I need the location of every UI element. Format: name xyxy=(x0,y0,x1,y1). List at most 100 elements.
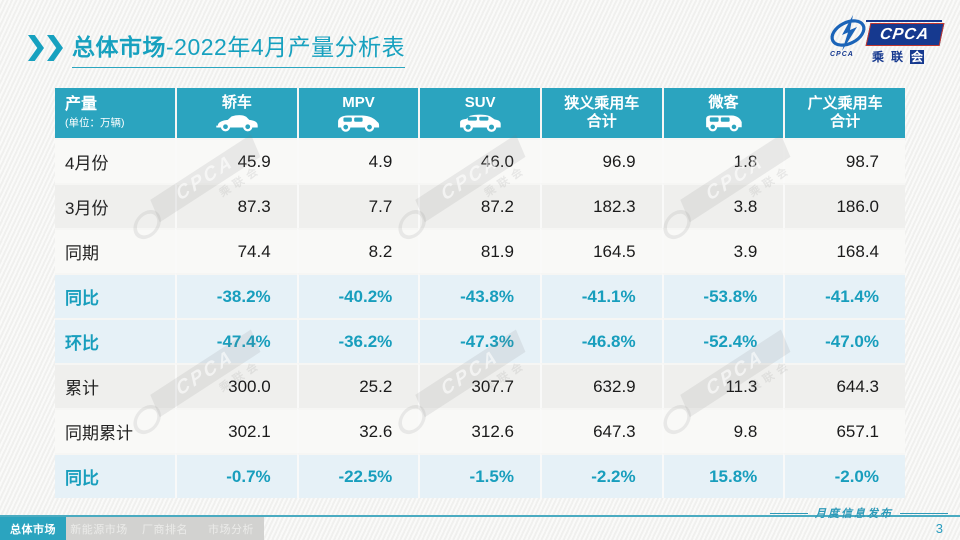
value-cell: 644.3 xyxy=(783,363,905,408)
row-label: 环比 xyxy=(55,318,175,363)
production-table: 产量 (单位：万辆) 轿车 MPV SUV 狭义乘用车 合计 微客 广义乘用车 合计 4月份 4… xyxy=(55,88,905,498)
value-cell: 32.6 xyxy=(296,408,419,453)
value-cell: 186.0 xyxy=(783,183,905,228)
tab-厂商排名[interactable]: 厂商排名 xyxy=(132,517,198,540)
mpv-icon xyxy=(299,113,419,132)
column-label: 狭义乘用车 xyxy=(564,95,640,112)
table-row: 3月份 87.3 7.7 87.2 182.3 3.8 186.0 xyxy=(55,183,905,228)
suv-icon xyxy=(420,113,540,132)
value-cell: 300.0 xyxy=(175,363,297,408)
table-row: 同比 -0.7% -22.5% -1.5% -2.2% 15.8% -2.0% xyxy=(55,453,905,498)
value-cell: 168.4 xyxy=(783,228,905,273)
table-measure-label: 产量 xyxy=(65,96,98,114)
column-label: SUV xyxy=(464,94,496,111)
column-label: MPV xyxy=(342,94,375,111)
value-cell: 8.2 xyxy=(296,228,419,273)
value-cell: -46.8% xyxy=(539,318,662,363)
value-cell: -2.0% xyxy=(783,453,905,498)
table-row: 累计 300.0 25.2 307.7 632.9 11.3 644.3 xyxy=(55,363,905,408)
value-cell: -2.2% xyxy=(539,453,662,498)
column-header-total-5: 广义乘用车 合计 xyxy=(783,88,905,138)
cpca-chinese-name: 乘联会 xyxy=(872,48,925,65)
value-cell: 302.1 xyxy=(175,408,297,453)
value-cell: 46.0 xyxy=(418,138,540,183)
column-header-suv: SUV xyxy=(418,88,540,138)
value-cell: -53.8% xyxy=(661,273,784,318)
value-cell: 3.9 xyxy=(661,228,784,273)
row-label: 同比 xyxy=(55,273,175,318)
footer-divider xyxy=(0,515,960,517)
cpca-emblem-caption: CPCA xyxy=(830,51,854,58)
page-title-bold: 总体市场 xyxy=(72,34,166,60)
value-cell: -36.2% xyxy=(296,318,419,363)
value-cell: 647.3 xyxy=(539,408,662,453)
value-cell: 96.9 xyxy=(539,138,662,183)
value-cell: 9.8 xyxy=(661,408,784,453)
value-cell: 312.6 xyxy=(418,408,540,453)
column-header-total-3: 狭义乘用车 合计 xyxy=(539,88,662,138)
row-label: 3月份 xyxy=(55,183,175,228)
table-row: 同比 -38.2% -40.2% -43.8% -41.1% -53.8% -41.4% xyxy=(55,273,905,318)
column-header-microvan: 微客 xyxy=(661,88,784,138)
cpca-chinese-pre: 乘联 xyxy=(872,50,911,64)
row-label: 同比 xyxy=(55,453,175,498)
column-label-line2: 合计 xyxy=(586,113,617,130)
value-cell: 74.4 xyxy=(175,228,297,273)
page-number: 3 xyxy=(935,521,943,536)
value-cell: 15.8% xyxy=(661,453,784,498)
value-cell: 98.7 xyxy=(783,138,905,183)
value-cell: 1.8 xyxy=(661,138,784,183)
column-header-mpv: MPV xyxy=(296,88,419,138)
cpca-chinese-last: 会 xyxy=(910,50,925,64)
value-cell: 657.1 xyxy=(783,408,905,453)
cpca-logo: CPCA CPCA 乘联会 xyxy=(828,11,945,65)
value-cell: -40.2% xyxy=(296,273,419,318)
cpca-swoosh-icon xyxy=(830,15,866,51)
value-cell: 81.9 xyxy=(418,228,540,273)
section-tabs: 总体市场 新能源市场 厂商排名 市场分析 xyxy=(0,517,264,540)
value-cell: -0.7% xyxy=(175,453,297,498)
column-header-sedan: 轿车 xyxy=(175,88,297,138)
value-cell: 632.9 xyxy=(539,363,662,408)
value-cell: -52.4% xyxy=(661,318,784,363)
logo-decor-line xyxy=(866,20,942,22)
value-cell: -22.5% xyxy=(296,453,419,498)
column-label: 微客 xyxy=(708,94,739,111)
row-label: 同期累计 xyxy=(55,408,175,453)
corner-header-cell: 产量 (单位：万辆) xyxy=(55,88,175,138)
value-cell: 182.3 xyxy=(539,183,662,228)
value-cell: 4.9 xyxy=(296,138,419,183)
page-title: 总体市场-2022年4月产量分析表 xyxy=(72,28,406,68)
value-cell: -47.0% xyxy=(783,318,905,363)
table-row: 同期累计 302.1 32.6 312.6 647.3 9.8 657.1 xyxy=(55,408,905,453)
value-cell: 307.7 xyxy=(418,363,540,408)
cpca-wordmark: CPCA xyxy=(865,23,945,46)
column-label: 广义乘用车 xyxy=(807,95,883,112)
value-cell: 3.8 xyxy=(661,183,784,228)
value-cell: -47.3% xyxy=(418,318,540,363)
column-label: 轿车 xyxy=(221,94,252,111)
value-cell: 45.9 xyxy=(175,138,297,183)
tab-总体市场[interactable]: 总体市场 xyxy=(0,517,66,540)
value-cell: 87.2 xyxy=(418,183,540,228)
value-cell: 164.5 xyxy=(539,228,662,273)
double-chevron-icon xyxy=(28,35,63,61)
row-label: 4月份 xyxy=(55,138,175,183)
publish-label: 月度信息发布 xyxy=(770,505,948,521)
table-unit-label: (单位：万辆) xyxy=(65,116,125,129)
value-cell: -47.4% xyxy=(175,318,297,363)
table-row: 4月份 45.9 4.9 46.0 96.9 1.8 98.7 xyxy=(55,138,905,183)
tab-新能源市场[interactable]: 新能源市场 xyxy=(66,517,132,540)
column-label-line2: 合计 xyxy=(830,113,861,130)
value-cell: -41.1% xyxy=(539,273,662,318)
value-cell: -1.5% xyxy=(418,453,540,498)
value-cell: 87.3 xyxy=(175,183,297,228)
value-cell: 11.3 xyxy=(661,363,784,408)
sedan-icon xyxy=(177,113,297,132)
row-label: 累计 xyxy=(55,363,175,408)
value-cell: 25.2 xyxy=(296,363,419,408)
table-row: 环比 -47.4% -36.2% -47.3% -46.8% -52.4% -47.0% xyxy=(55,318,905,363)
table-row: 同期 74.4 8.2 81.9 164.5 3.9 168.4 xyxy=(55,228,905,273)
tab-市场分析[interactable]: 市场分析 xyxy=(198,517,264,540)
